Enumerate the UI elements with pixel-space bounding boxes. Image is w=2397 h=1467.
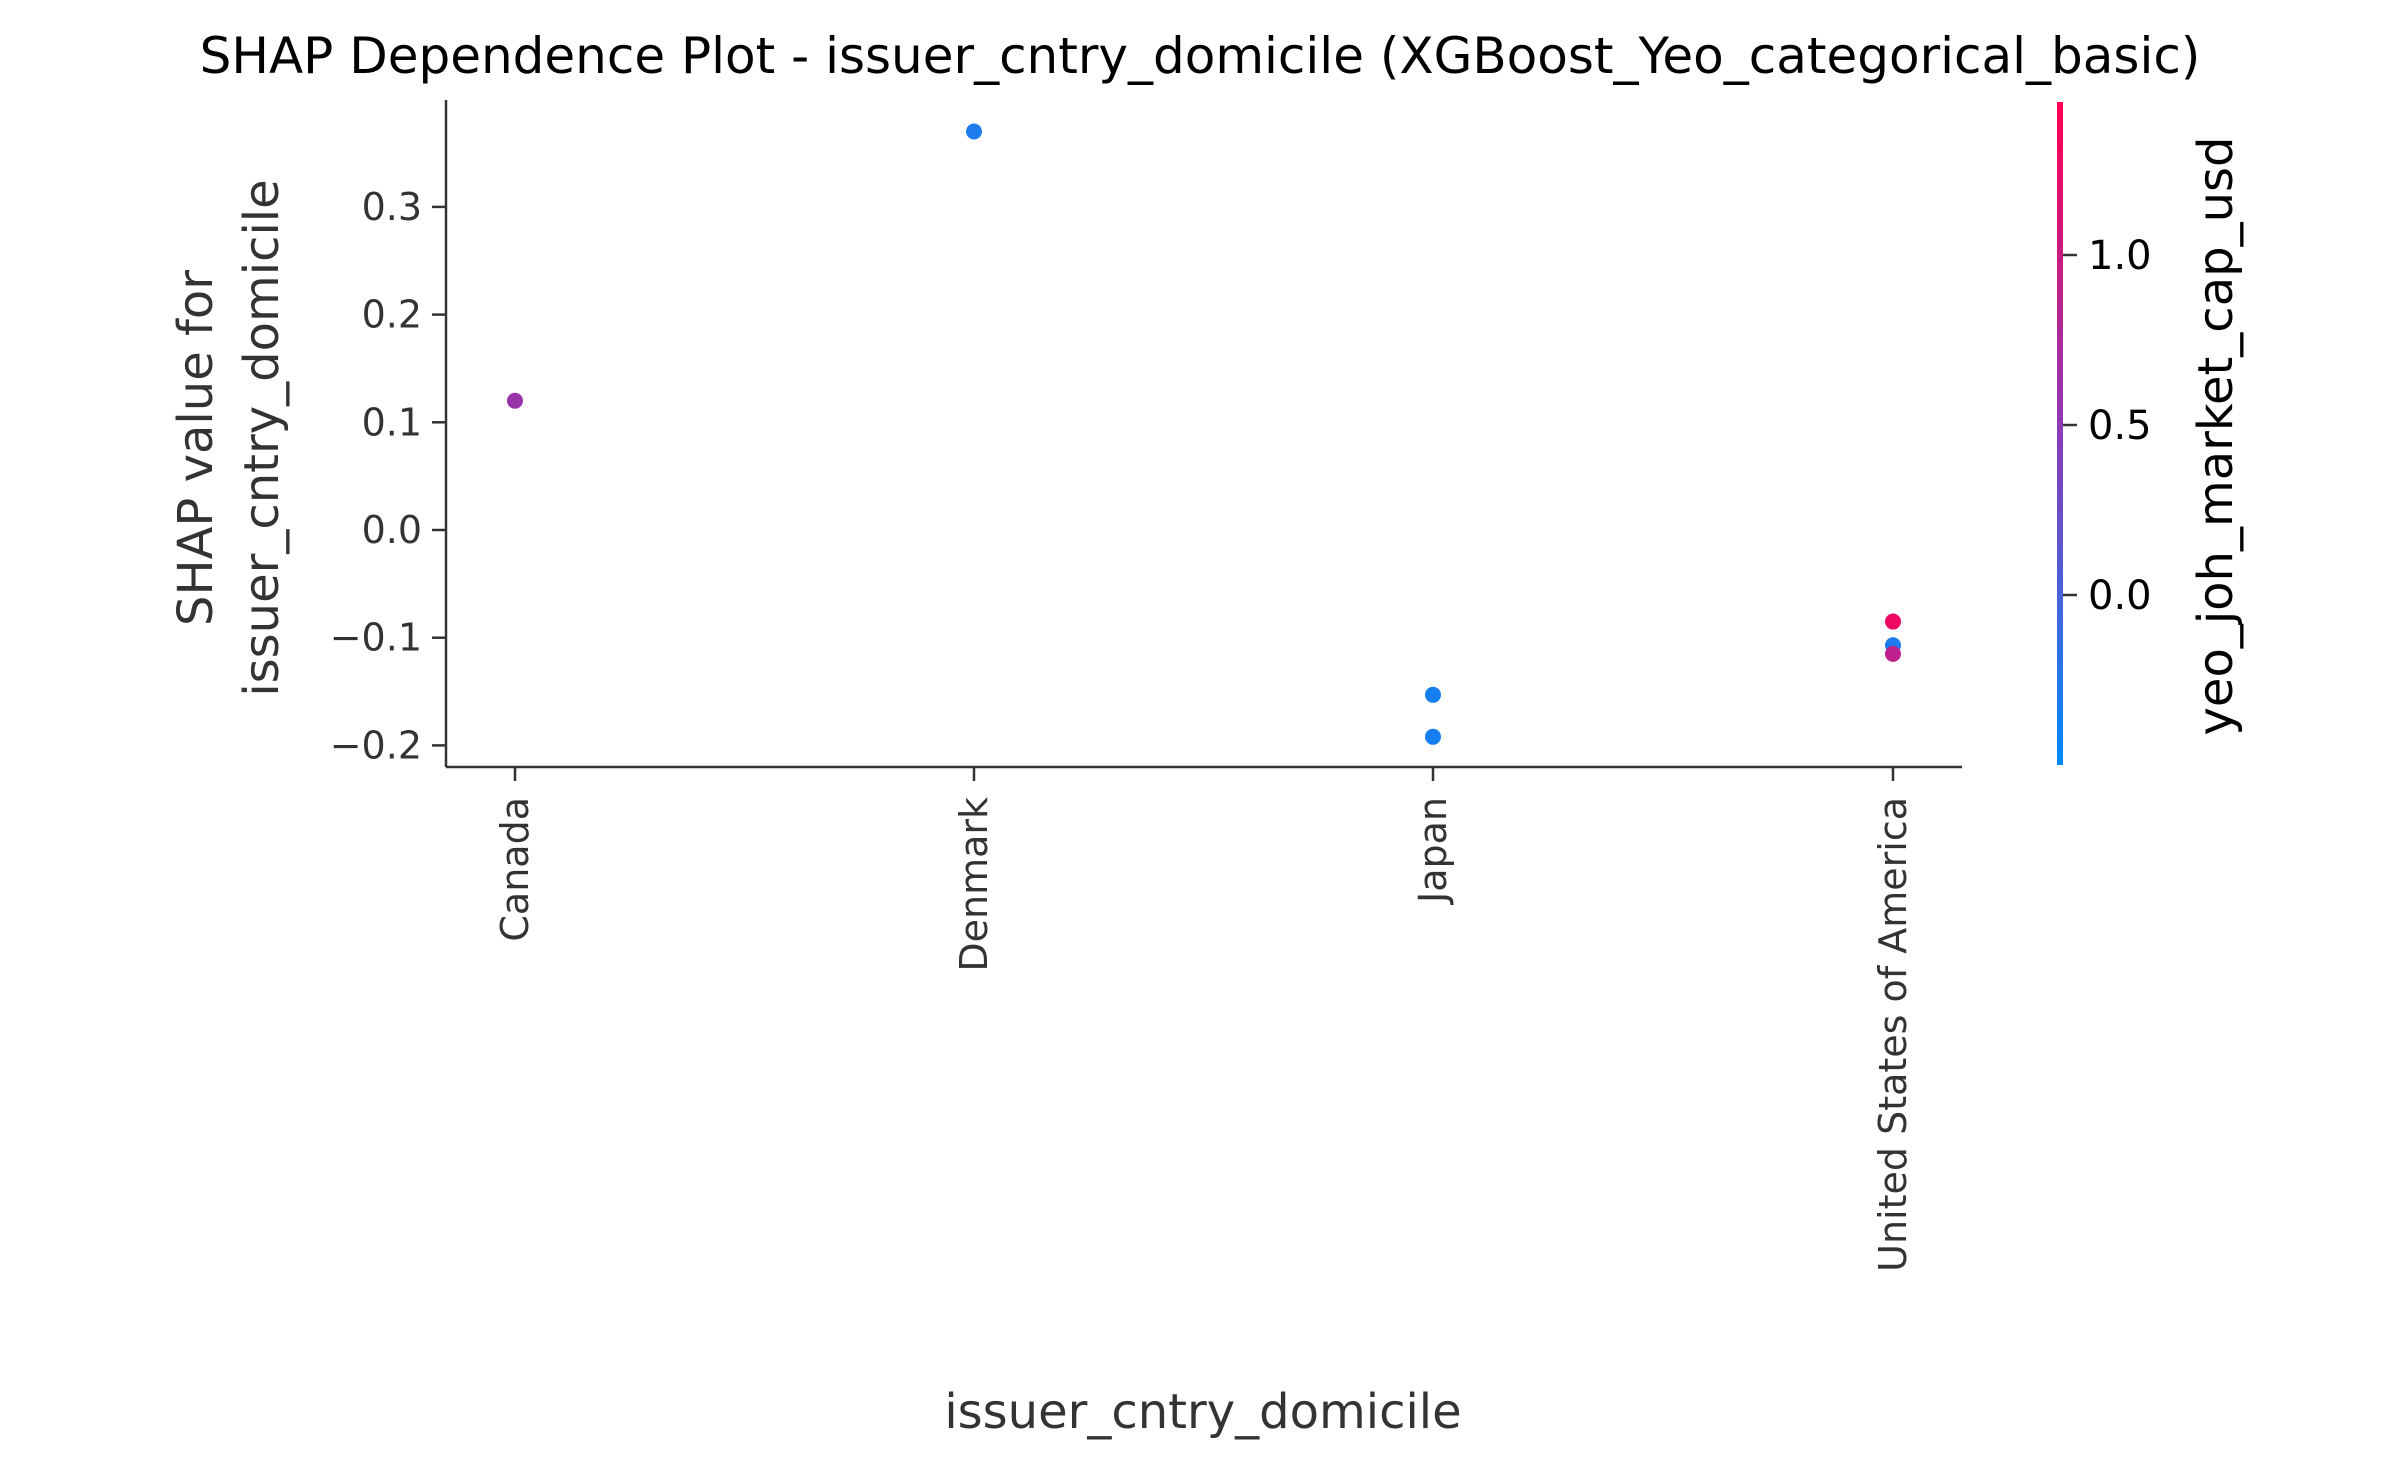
data-point [1885, 645, 1901, 662]
x-tick-label: Denmark [952, 797, 996, 972]
y-axis-label-line1: SHAP value for [168, 270, 224, 626]
colorbar-ticks: 0.0 0.5 1.0 [2063, 233, 2152, 619]
y-axis-label-line2: issuer_cntry_domicile [234, 179, 290, 696]
data-point [1425, 728, 1441, 745]
y-ticks: −0.2 −0.1 0.0 0.1 0.2 0.3 [330, 185, 446, 767]
x-ticks: Canada Denmark Japan United States of Ameri… [493, 767, 1915, 1272]
colorbar-tick-label: 1.0 [2088, 233, 2152, 279]
x-axis-label: issuer_cntry_domicile [944, 1384, 1461, 1440]
data-point [1425, 686, 1441, 703]
colorbar-tick-label: 0.5 [2088, 403, 2152, 449]
data-point [966, 123, 982, 140]
x-tick-label: Japan [1411, 797, 1455, 905]
data-point [507, 392, 523, 409]
colorbar [2057, 102, 2063, 765]
y-tick-label: 0.2 [362, 293, 422, 337]
chart-title: SHAP Dependence Plot - issuer_cntry_domi… [200, 27, 2201, 85]
x-tick-label: United States of America [1871, 797, 1915, 1272]
colorbar-tick-label: 0.0 [2088, 573, 2152, 619]
scatter-points [507, 123, 1901, 745]
y-tick-label: 0.1 [362, 400, 422, 444]
data-point [1885, 613, 1901, 630]
x-tick-label: Canada [493, 797, 537, 942]
colorbar-label: yeo_joh_market_cap_usd [2188, 137, 2244, 736]
y-tick-label: 0.3 [362, 185, 422, 229]
y-tick-label: −0.2 [330, 723, 422, 767]
y-tick-label: −0.1 [330, 616, 422, 660]
y-tick-label: 0.0 [362, 508, 422, 552]
